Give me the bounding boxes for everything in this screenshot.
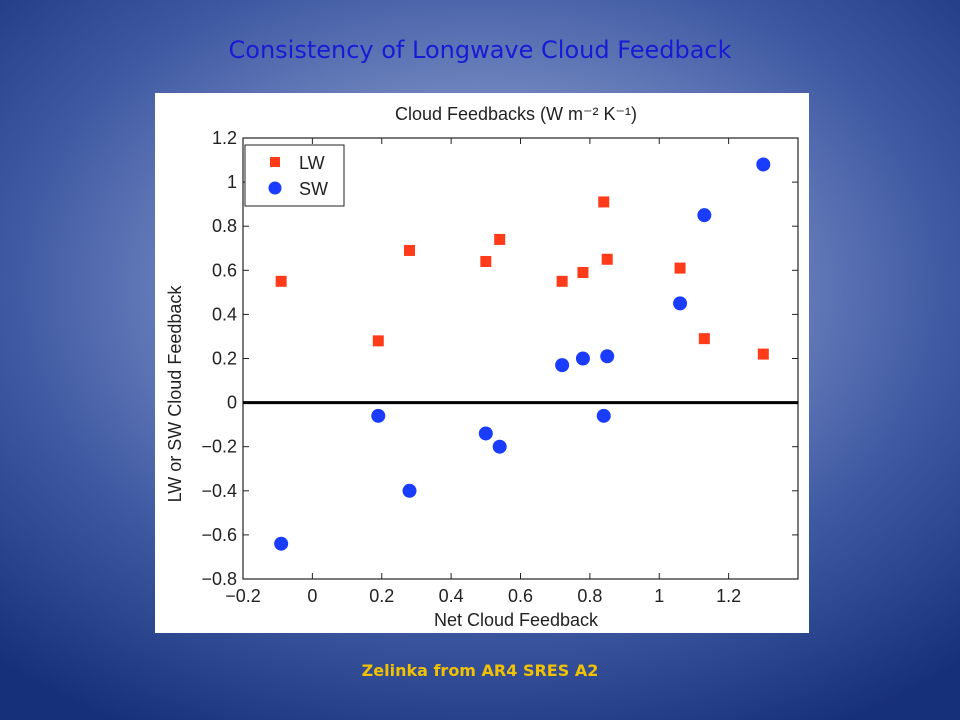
lw-point — [601, 253, 613, 265]
y-tick-label: 0.4 — [212, 304, 237, 324]
chart-panel: −0.2 0 0.2 0.4 0.6 0.8 1 1.2 −0.8 −0.6 −0.4 −0.2 0 0.… — [155, 93, 809, 633]
y-axis-label: LW or SW Cloud Feedback — [165, 285, 185, 503]
sw-point — [673, 296, 688, 311]
lw-point — [556, 275, 568, 287]
sw-point — [402, 483, 417, 498]
sw-point — [478, 426, 493, 441]
sw-point — [596, 408, 611, 423]
lw-point — [698, 333, 710, 345]
lw-point — [494, 233, 506, 245]
x-tick-label: 1.2 — [716, 586, 741, 606]
y-tick-label: −0.8 — [201, 569, 237, 589]
sw-point — [756, 157, 771, 172]
sw-point — [274, 536, 289, 551]
sw-point — [575, 351, 590, 366]
legend-box — [244, 144, 345, 207]
lw-point — [757, 348, 769, 360]
sw-point — [555, 358, 570, 373]
lw-point — [404, 244, 415, 256]
y-tick-label: −0.4 — [201, 481, 237, 501]
lw-point — [372, 335, 384, 347]
x-tick-label: 0.4 — [439, 586, 464, 606]
chart-title: Cloud Feedbacks (W m⁻² K⁻¹) — [395, 104, 637, 124]
lw-point — [275, 275, 287, 287]
y-tick-label: 0.6 — [212, 260, 237, 280]
slide-title: Consistency of Longwave Cloud Feedback — [228, 36, 732, 64]
sw-point — [697, 208, 712, 223]
slide-caption: Zelinka from AR4 SRES A2 — [361, 661, 599, 680]
y-tick-label: −0.2 — [201, 437, 237, 457]
sw-point — [600, 349, 615, 364]
x-tick-label: 1 — [654, 586, 664, 606]
scatter-chart: −0.2 0 0.2 0.4 0.6 0.8 1 1.2 −0.8 −0.6 −0.4 −0.2 0 0.… — [165, 104, 799, 630]
x-tick-label: 0 — [307, 586, 317, 606]
sw-point — [371, 408, 386, 423]
y-tick-label: 1 — [227, 172, 237, 192]
y-tick-label: 0 — [227, 393, 237, 413]
y-tick-label: −0.6 — [201, 525, 237, 545]
y-tick-label: 0.2 — [212, 349, 237, 369]
legend-label: SW — [299, 179, 328, 199]
x-tick-label: 0.2 — [369, 586, 394, 606]
plot-layer: −0.2 0 0.2 0.4 0.6 0.8 1 1.2 −0.8 −0.6 −0.4 −0.2 0 0.… — [201, 128, 799, 606]
x-tick-label: −0.2 — [225, 586, 261, 606]
lw-point — [577, 267, 589, 279]
legend-sw-marker — [268, 181, 282, 195]
sw-point — [492, 439, 507, 454]
lw-point — [480, 255, 492, 267]
x-axis-label: Net Cloud Feedback — [434, 610, 599, 630]
x-tick-label: 0.6 — [508, 586, 533, 606]
lw-point — [598, 196, 610, 208]
legend-label: LW — [299, 153, 325, 173]
lw-point — [674, 262, 686, 274]
y-tick-label: 0.8 — [212, 216, 237, 236]
x-tick-label: 0.8 — [577, 586, 602, 606]
y-tick-label: 1.2 — [212, 128, 237, 148]
legend-lw-marker — [270, 157, 280, 167]
